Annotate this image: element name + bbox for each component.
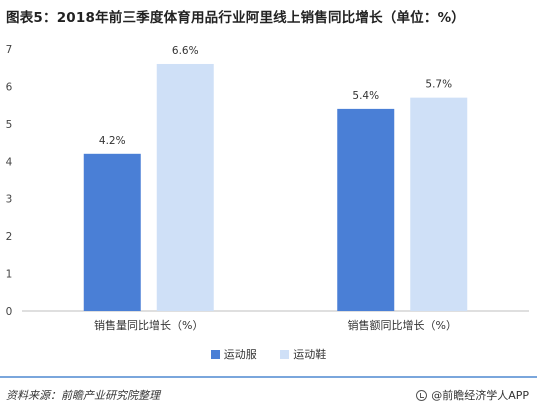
brand-credit: @前瞻经济学人APP <box>416 387 529 403</box>
footer-divider <box>0 376 537 378</box>
chart-title: 图表5：2018年前三季度体育用品行业阿里线上销售同比增长（单位：%） <box>6 10 465 26</box>
legend-label-series2: 运动鞋 <box>293 348 327 361</box>
brand-text: @前瞻经济学人APP <box>431 389 529 402</box>
y-tick-label: 2 <box>6 231 13 243</box>
y-tick-label: 7 <box>6 44 13 56</box>
y-axis-ticks: 0 1 2 3 4 5 6 7 <box>6 44 13 318</box>
y-tick-label: 1 <box>6 269 13 281</box>
legend-item-series2: 运动鞋 <box>280 346 326 362</box>
x-tick-label: 销售量同比增长（%） <box>94 318 203 332</box>
data-label: 6.6% <box>172 45 199 57</box>
legend-swatch-series1 <box>210 349 220 359</box>
legend-label-series1: 运动服 <box>223 348 257 361</box>
data-label: 5.7% <box>425 79 452 91</box>
legend-swatch-series2 <box>280 349 290 359</box>
y-tick-label: 4 <box>6 156 13 168</box>
bar-2-1 <box>156 63 214 311</box>
legend: 运动服 运动鞋 <box>0 346 537 362</box>
data-label: 5.4% <box>352 90 379 102</box>
y-tick-label: 6 <box>6 81 13 93</box>
x-tick-label: 销售额同比增长（%） <box>348 318 457 332</box>
brand-logo-icon <box>416 389 428 401</box>
bars: 4.2% 6.6% 5.4% 5.7% <box>83 45 468 312</box>
y-tick-label: 0 <box>6 306 13 318</box>
source-note: 资料来源：前瞻产业研究院整理 <box>6 389 160 402</box>
data-label: 4.2% <box>99 135 126 147</box>
y-tick-label: 3 <box>6 194 13 206</box>
x-axis-labels: 销售量同比增长（%） 销售额同比增长（%） <box>94 318 457 332</box>
legend-item-series1: 运动服 <box>210 346 257 362</box>
y-tick-label: 5 <box>6 119 13 131</box>
bar-2-2 <box>410 97 468 312</box>
bar-1-2 <box>337 108 395 311</box>
bar-1-1 <box>83 153 141 311</box>
